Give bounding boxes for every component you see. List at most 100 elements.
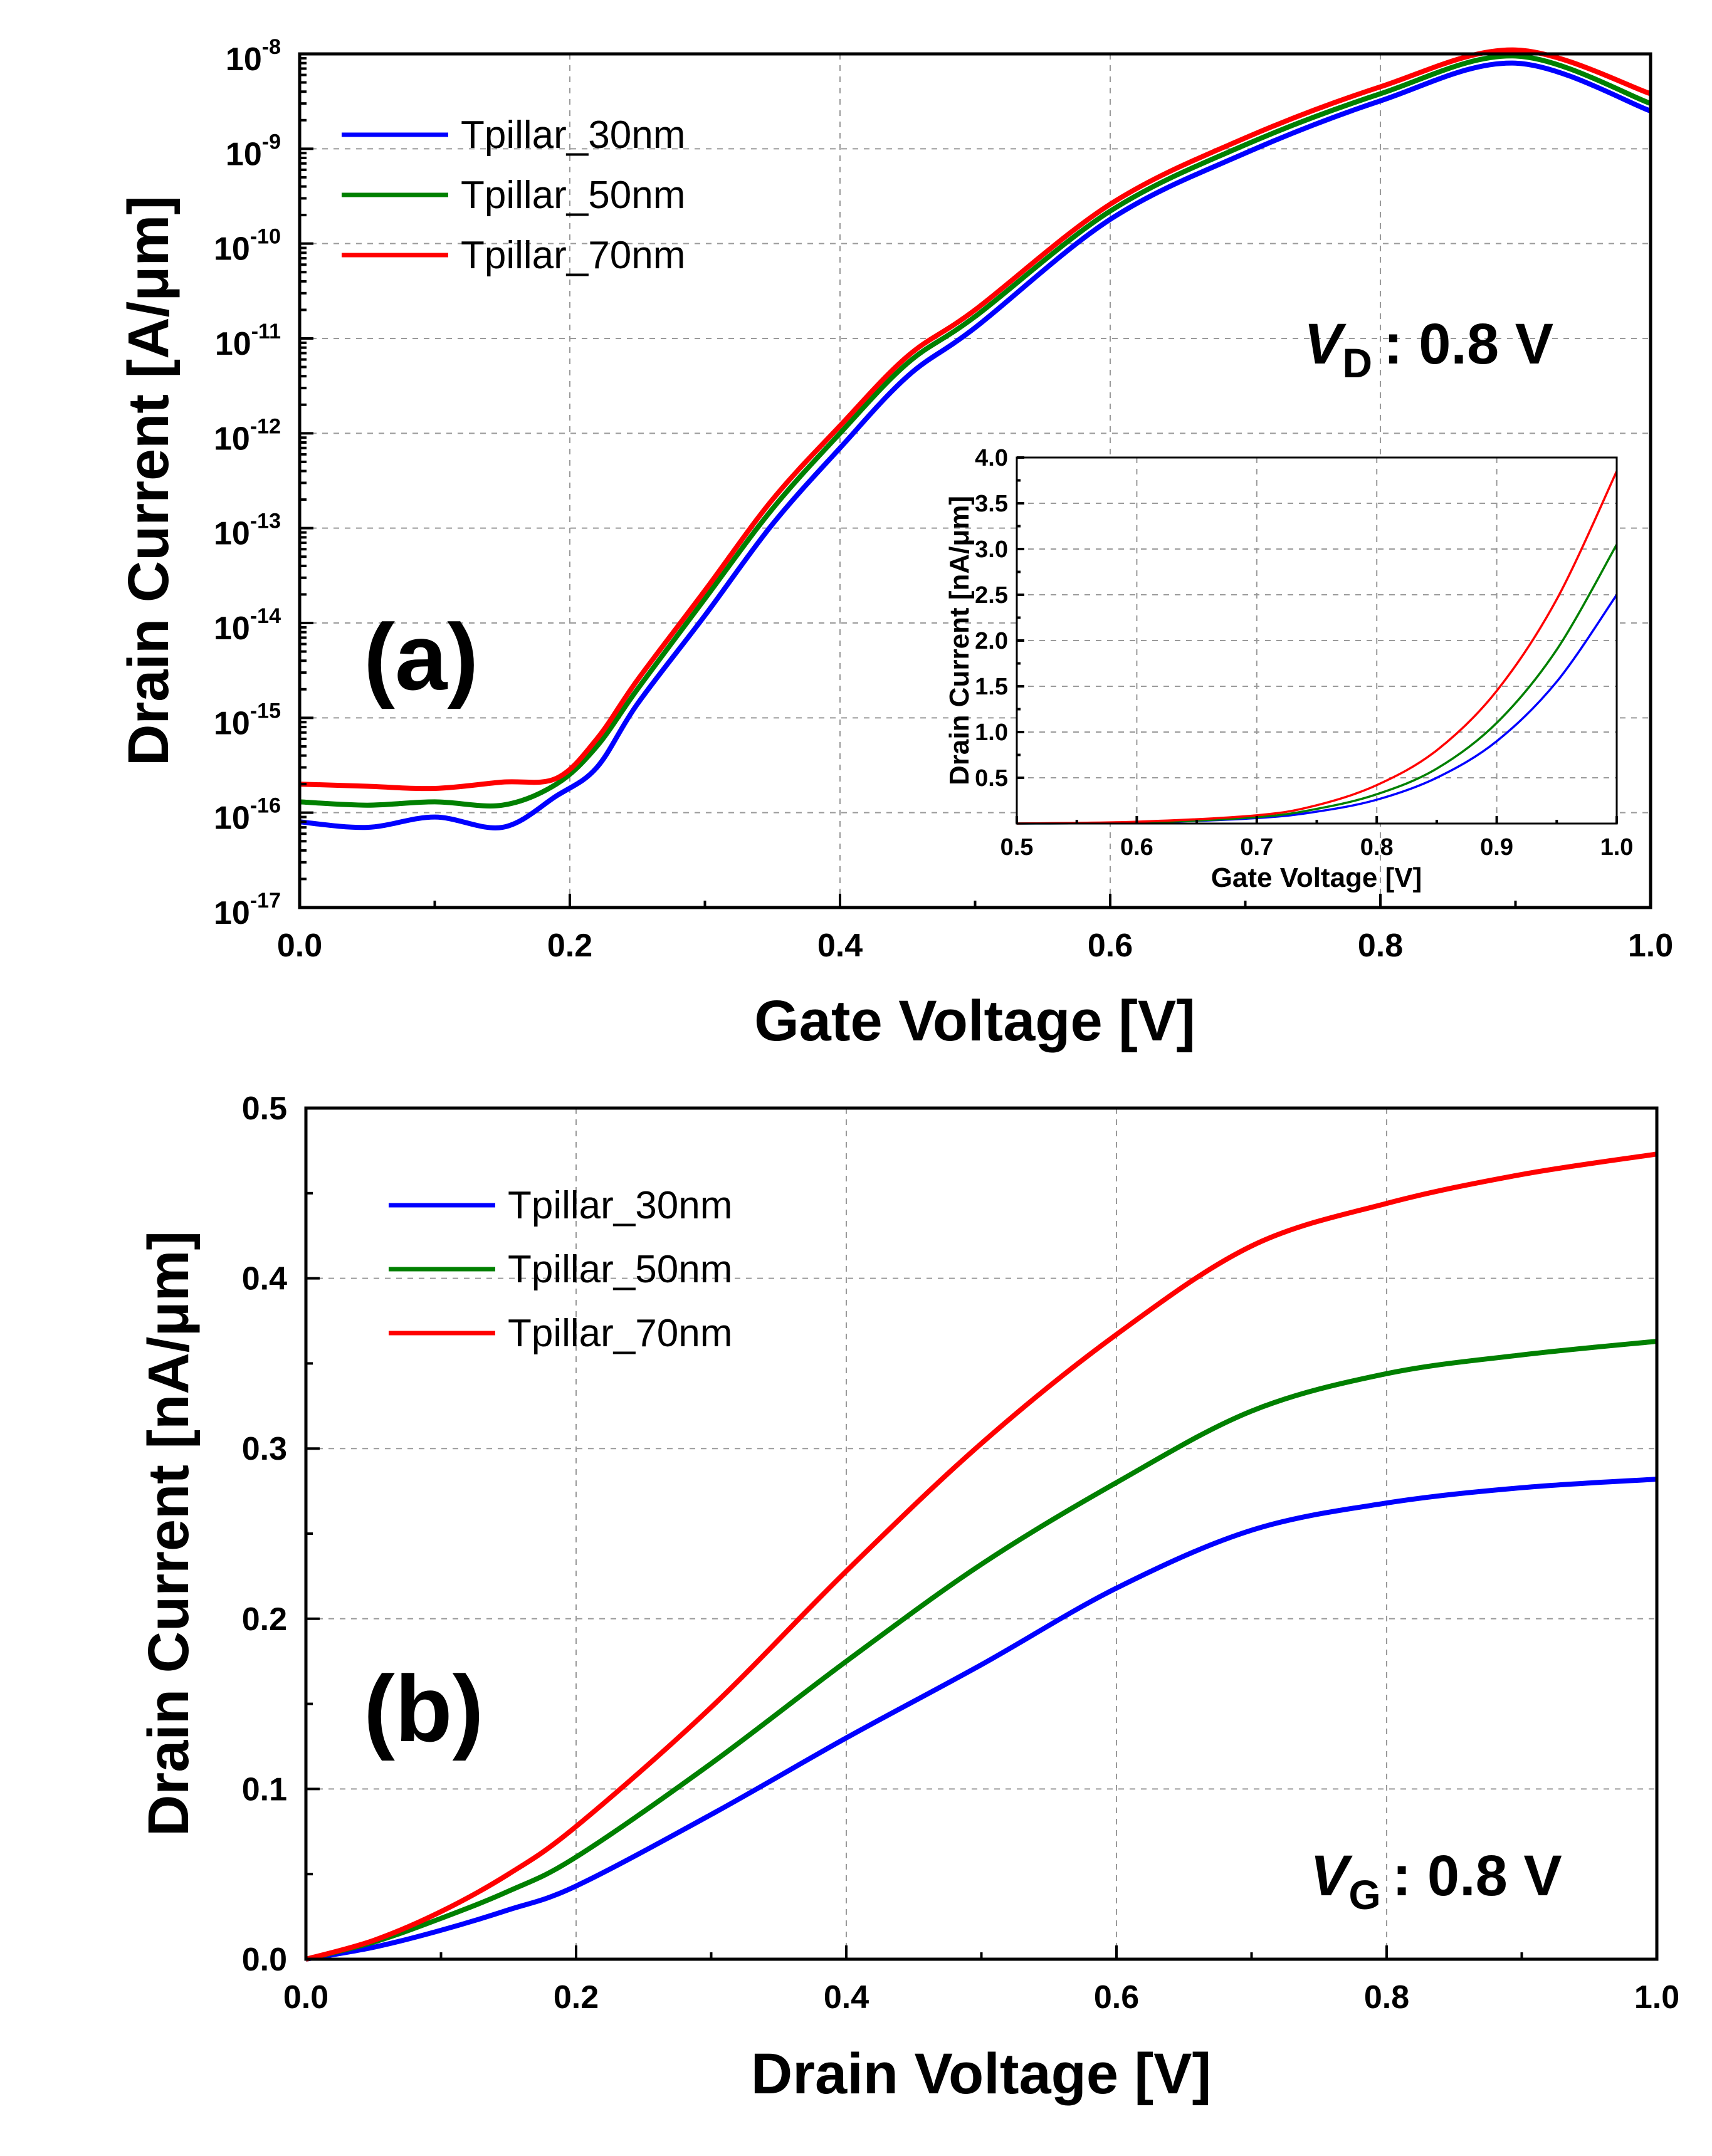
y-tick-label: 1.5 <box>975 674 1008 700</box>
y-tick-label: 10-15 <box>214 699 281 741</box>
panel-a-series <box>299 47 1652 830</box>
series-line-tpillar-70nm <box>305 1151 1657 1962</box>
x-tick-label: 0.4 <box>817 928 863 964</box>
panel-b-grid <box>306 1108 1657 1959</box>
series-line-tpillar-70nm <box>299 47 1652 792</box>
y-tick-label: 3.5 <box>975 491 1008 517</box>
panel-b-condition-subscript: G <box>1348 1871 1380 1918</box>
series-line-tpillar-30nm <box>299 60 1652 830</box>
legend-label: Tpillar_30nm <box>461 113 685 157</box>
x-tick-label: 0.8 <box>1360 834 1394 861</box>
y-tick-exponent: -15 <box>250 699 281 723</box>
panel-a-inset-x-tick-labels: 0.5 0.6 0.7 0.8 0.9 1.0 <box>1000 834 1634 861</box>
panel-a-label: (a) <box>364 604 478 709</box>
panel-a-y-axis-label: Drain Current [A/μm] <box>117 196 181 766</box>
panel-b-chart: 0.0 0.2 0.4 0.6 0.8 1.0 0.0 0.1 0.2 0.3 0.4 0.5 Dr… <box>137 1091 1679 2106</box>
x-tick-label: 0.7 <box>1240 834 1273 861</box>
y-tick-label: 10-9 <box>226 130 281 172</box>
x-tick-label: 0.2 <box>547 928 592 964</box>
y-tick-label: 2.5 <box>975 582 1008 609</box>
x-tick-label: 0.2 <box>554 1979 599 2016</box>
x-tick-label: 0.5 <box>1000 834 1034 861</box>
panel-a-inset-chart: 0.5 0.6 0.7 0.8 0.9 1.0 0.5 1.0 1.5 2.0 2.5 3.0 3.5… <box>944 445 1633 893</box>
y-tick-base: 10 <box>226 136 262 172</box>
x-tick-label: 0.4 <box>824 1979 869 2016</box>
y-tick-label: 10-16 <box>214 794 281 837</box>
x-tick-label: 0.9 <box>1480 834 1513 861</box>
panel-b-y-tick-labels: 0.0 0.1 0.2 0.3 0.4 0.5 <box>242 1091 287 1978</box>
y-tick-exponent: -12 <box>250 414 281 438</box>
panel-b-x-tick-labels: 0.0 0.2 0.4 0.6 0.8 1.0 <box>283 1979 1679 2016</box>
panel-a-inset-y-tick-labels: 0.5 1.0 1.5 2.0 2.5 3.0 3.5 4.0 <box>975 445 1008 792</box>
y-tick-label: 4.0 <box>975 445 1008 471</box>
y-tick-label: 0.4 <box>242 1261 287 1297</box>
panel-b-plot-frame <box>304 1106 1659 1961</box>
legend-label: Tpillar_30nm <box>508 1184 732 1227</box>
panel-b-condition-value: : 0.8 V <box>1392 1844 1562 1908</box>
panel-b-series <box>305 1151 1657 1962</box>
x-tick-label: 0.6 <box>1120 834 1153 861</box>
x-tick-label: 1.0 <box>1600 834 1634 861</box>
y-tick-exponent: -14 <box>250 604 281 628</box>
y-tick-base: 10 <box>226 41 262 78</box>
y-tick-base: 10 <box>214 231 250 268</box>
y-tick-label: 0.5 <box>242 1091 287 1127</box>
y-tick-exponent: -8 <box>262 35 281 59</box>
panel-a-inset-x-axis-label: Gate Voltage [V] <box>1211 862 1422 893</box>
legend-label: Tpillar_50nm <box>508 1248 732 1291</box>
panel-b-label: (b) <box>364 1656 484 1761</box>
y-tick-label: 10-8 <box>226 35 281 78</box>
series-line-tpillar-70nm <box>1016 471 1618 825</box>
x-tick-label: 1.0 <box>1628 928 1673 964</box>
legend-label: Tpillar_70nm <box>461 234 685 277</box>
x-tick-label: 0.0 <box>277 928 322 964</box>
panel-b-y-axis-label: Drain Current [nA/μm] <box>137 1231 201 1836</box>
x-tick-label: 0.8 <box>1364 1979 1409 2016</box>
panel-b-condition-symbol: V <box>1310 1844 1353 1908</box>
y-tick-base: 10 <box>214 895 250 931</box>
panel-a-legend: Tpillar_30nm Tpillar_50nm Tpillar_70nm <box>342 113 685 277</box>
y-tick-base: 10 <box>214 421 250 457</box>
panel-a-x-tick-labels: 0.0 0.2 0.4 0.6 0.8 1.0 <box>277 928 1673 964</box>
x-tick-label: 0.8 <box>1358 928 1403 964</box>
panel-a-condition: VD: 0.8 V <box>1304 312 1553 386</box>
y-tick-base: 10 <box>214 705 250 741</box>
panel-a-inset-grid <box>1017 458 1617 824</box>
y-tick-exponent: -11 <box>251 320 281 343</box>
y-tick-label: 0.2 <box>242 1601 287 1638</box>
series-line-tpillar-50nm <box>305 1339 1657 1962</box>
y-tick-label: 1.0 <box>975 720 1008 746</box>
panel-b-ticks <box>305 1107 1658 1960</box>
panel-a-inset-y-axis-label: Drain Current [nA/μm] <box>944 496 975 785</box>
panel-b-legend: Tpillar_30nm Tpillar_50nm Tpillar_70nm <box>389 1184 732 1355</box>
x-tick-label: 0.0 <box>283 1979 328 2016</box>
panel-a-inset-series <box>1016 471 1618 825</box>
x-tick-label: 1.0 <box>1634 1979 1679 2016</box>
panel-a-ticks <box>298 53 1652 909</box>
y-tick-label: 10-13 <box>214 510 281 552</box>
panel-b-x-axis-label: Drain Voltage [V] <box>751 2042 1211 2106</box>
y-tick-exponent: -9 <box>262 130 281 154</box>
panel-a-condition-symbol: V <box>1304 312 1347 376</box>
legend-label: Tpillar_70nm <box>508 1312 732 1355</box>
y-tick-exponent: -17 <box>250 889 281 913</box>
y-tick-label: 2.0 <box>975 628 1008 654</box>
y-tick-base: 10 <box>215 326 251 362</box>
y-tick-label: 0.3 <box>242 1431 287 1467</box>
panel-a-x-axis-label: Gate Voltage [V] <box>754 989 1195 1053</box>
panel-a-chart: 0.0 0.2 0.4 0.6 0.8 1.0 10-1710-1610-1510-141… <box>117 35 1673 1053</box>
y-tick-exponent: -13 <box>250 510 281 533</box>
y-tick-exponent: -10 <box>250 225 281 249</box>
panel-a-inset-ticks <box>1016 456 1618 824</box>
y-tick-label: 10-11 <box>215 320 281 362</box>
y-tick-label: 10-10 <box>214 225 281 268</box>
y-tick-label: 0.0 <box>242 1942 287 1978</box>
y-tick-exponent: -16 <box>250 794 281 818</box>
x-tick-label: 0.6 <box>1088 928 1133 964</box>
y-tick-label: 10-14 <box>214 604 281 647</box>
y-tick-label: 3.0 <box>975 536 1008 563</box>
series-line-tpillar-30nm <box>305 1477 1657 1962</box>
y-tick-base: 10 <box>214 516 250 552</box>
y-tick-base: 10 <box>214 610 250 647</box>
